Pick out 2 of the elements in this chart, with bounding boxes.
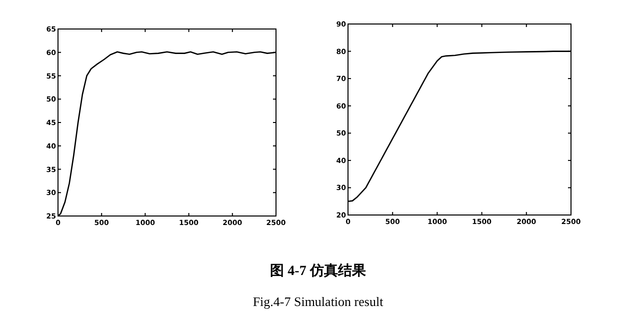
caption: 图 4-7 仿真结果 [270, 263, 367, 279]
caption: Fig.4-7 Simulation result [252, 294, 384, 309]
